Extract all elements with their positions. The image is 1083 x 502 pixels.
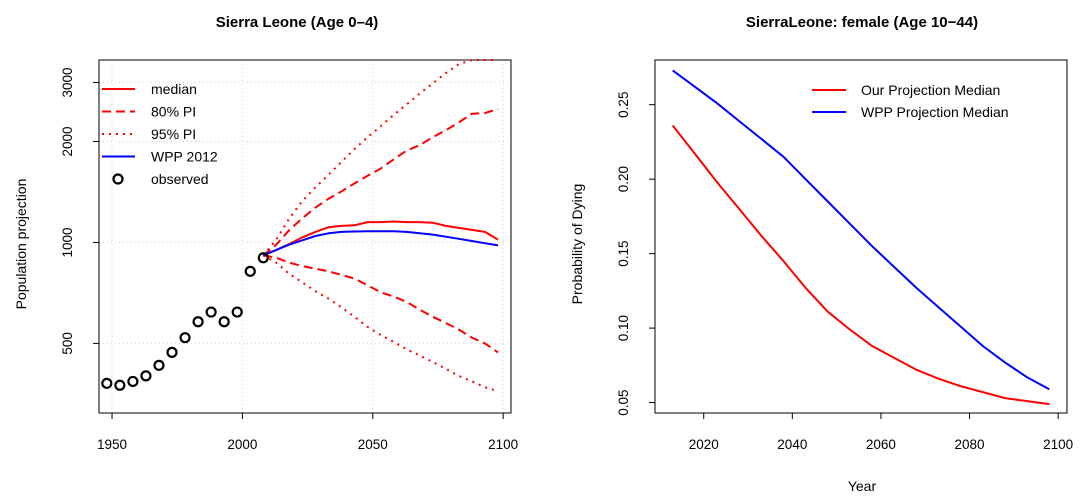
y-tick-label: 0.20 — [616, 166, 631, 192]
x-tick-label: 2000 — [227, 437, 257, 452]
chart-population-projection: Sierra Leone (Age 0–4) Population projec… — [13, 14, 518, 452]
legend-label: 95% PI — [151, 126, 196, 142]
chart-probability-of-dying: SierraLeone: female (Age 10−44) Probabil… — [569, 14, 1073, 494]
series-line — [263, 254, 499, 354]
observed-point — [205, 306, 217, 318]
legend: median 80% PI 95% PI WPP 2012 observed — [102, 81, 218, 187]
x-tick-label: 1950 — [97, 437, 127, 452]
x-tick-label: 2080 — [955, 437, 985, 452]
legend: Our Projection Median WPP Projection Medi… — [812, 82, 1009, 120]
observed-point — [127, 375, 139, 388]
observed-point — [166, 346, 178, 358]
observed-point — [218, 316, 230, 328]
observed-point — [192, 316, 204, 328]
y-tick-label: 2000 — [60, 126, 75, 156]
y-tick-label: 3000 — [60, 67, 75, 97]
y-axis-label: Probability of Dying — [569, 184, 585, 305]
observed-point — [257, 252, 269, 264]
observed-point — [179, 332, 191, 344]
x-tick-label: 2100 — [488, 437, 518, 452]
observed-point — [244, 265, 256, 277]
legend-label: Our Projection Median — [861, 82, 1000, 98]
legend-label: median — [151, 81, 197, 97]
x-tick-label: 2050 — [358, 437, 388, 452]
y-tick-label: 1000 — [60, 227, 75, 257]
y-axis-label: Population projection — [13, 179, 29, 310]
legend-label: WPP 2012 — [151, 149, 218, 165]
y-tick-label: 0.10 — [616, 315, 631, 341]
series-line — [262, 59, 498, 257]
series-line — [262, 230, 499, 257]
legend-label: observed — [151, 171, 209, 187]
observed-point — [231, 306, 243, 318]
y-tick-label: 500 — [60, 332, 75, 355]
legend-swatch — [112, 173, 124, 185]
y-tick-label: 0.25 — [616, 92, 631, 118]
series-line — [672, 69, 1050, 391]
plot-frame — [98, 59, 512, 414]
series-line — [262, 220, 499, 257]
series-group — [262, 59, 499, 393]
chart-title: SierraLeone: female (Age 10−44) — [746, 14, 978, 31]
y-tick-label: 0.05 — [616, 389, 631, 415]
series-line — [262, 108, 499, 257]
grid — [99, 60, 511, 413]
y-tick-label: 0.15 — [616, 240, 631, 266]
chart-title: Sierra Leone (Age 0–4) — [216, 14, 379, 31]
axes: 1950 2000 2050 2100 500 1000 2000 3000 — [60, 59, 518, 452]
plot-frame — [654, 59, 1068, 414]
observed-point — [140, 370, 152, 382]
series-line — [262, 254, 499, 393]
legend-label: 80% PI — [151, 104, 196, 120]
x-tick-label: 2020 — [689, 437, 719, 452]
legend-label: WPP Projection Median — [861, 104, 1009, 120]
series-line — [671, 124, 1050, 406]
observed-point — [101, 377, 113, 389]
axes: 2020 2040 2060 2080 2100 0.05 0.10 0.15 0.20 0.25 — [616, 59, 1073, 452]
observed-point — [153, 359, 165, 371]
x-axis-label: Year — [848, 478, 877, 494]
x-tick-label: 2040 — [777, 437, 807, 452]
series-group — [671, 69, 1050, 406]
observed-points — [101, 252, 269, 391]
observed-point — [114, 379, 126, 391]
x-tick-label: 2100 — [1043, 437, 1073, 452]
x-tick-label: 2060 — [866, 437, 896, 452]
